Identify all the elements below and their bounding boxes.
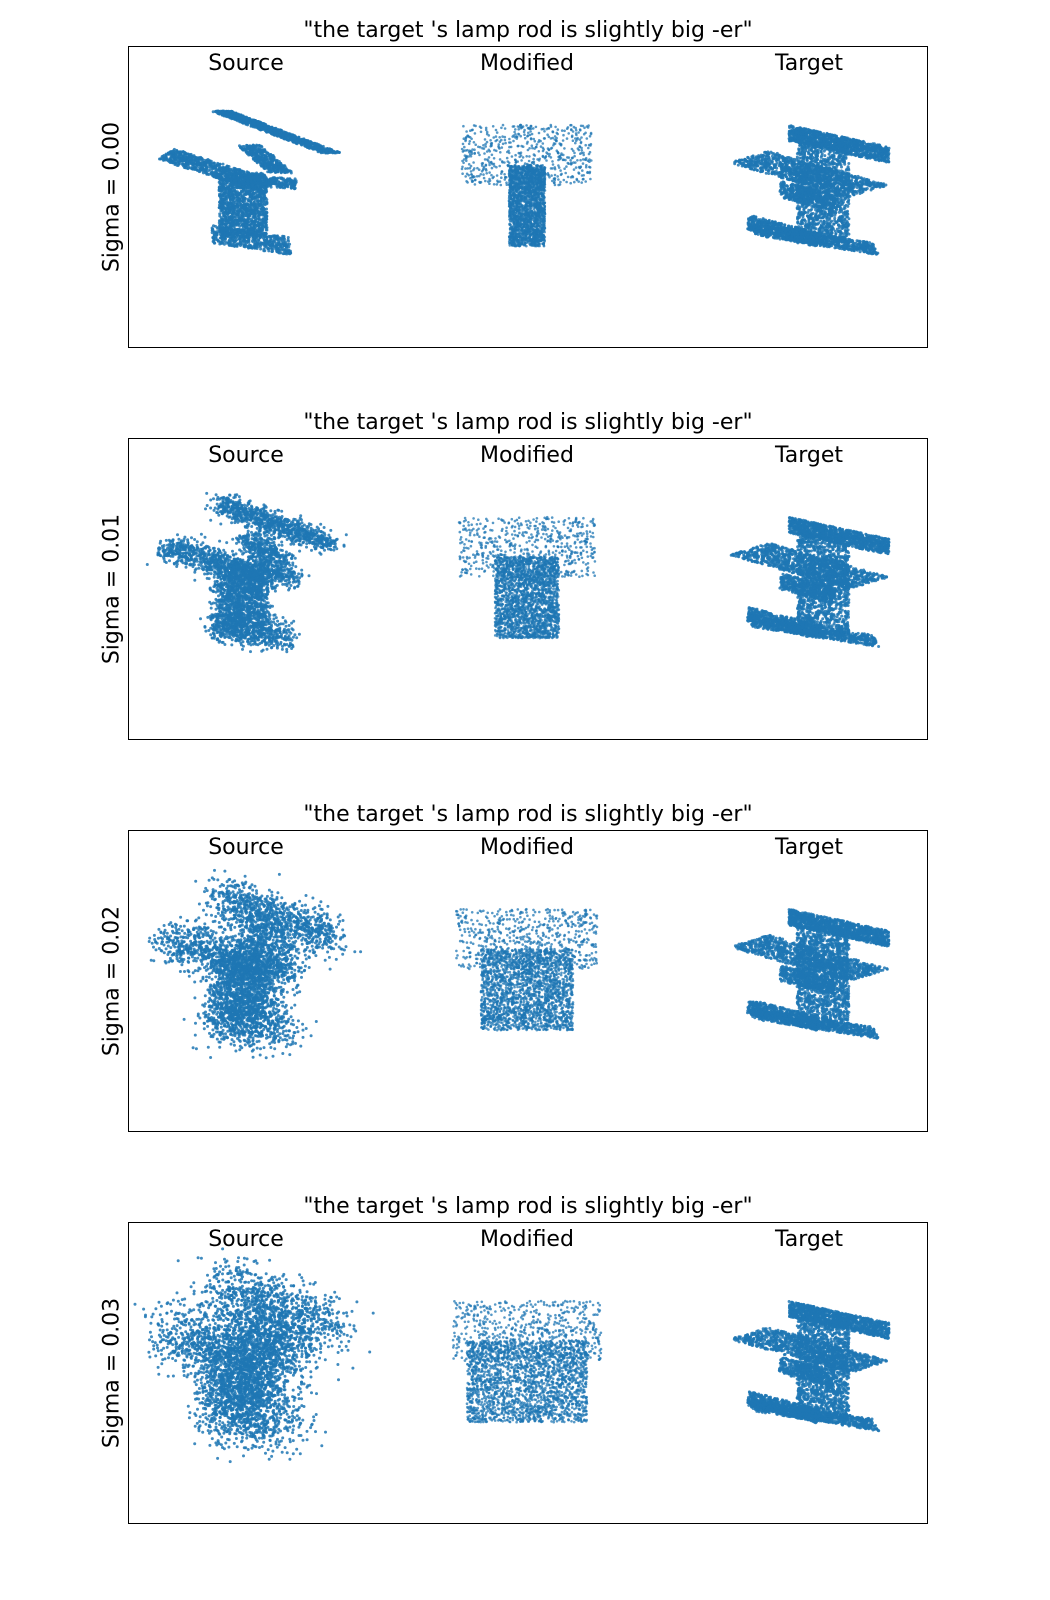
y-axis-label-text: Sigma = 0.03: [100, 1298, 125, 1448]
panel-axes: Source Modified Target: [128, 438, 928, 740]
column-label-target: Target: [709, 51, 909, 77]
point-cloud-plot: [133, 1247, 891, 1464]
left-spine-gap: [129, 83, 132, 315]
panel-title: "the target 's lamp rod is slightly big …: [128, 18, 928, 44]
y-axis-label-text: Sigma = 0.01: [100, 514, 125, 664]
point-cloud-plot: [158, 109, 891, 256]
column-label-target: Target: [709, 443, 909, 469]
panel-title: "the target 's lamp rod is slightly big …: [128, 410, 928, 436]
column-label-source: Source: [146, 443, 346, 469]
y-axis-label-text: Sigma = 0.00: [100, 122, 125, 272]
panel-axes: Source Modified Target: [128, 830, 928, 1132]
source-points: [133, 1247, 375, 1464]
target-points: [729, 516, 891, 648]
column-label-source: Source: [146, 51, 346, 77]
target-points: [733, 124, 891, 256]
left-spine-gap: [129, 867, 132, 1099]
source-points: [145, 491, 348, 654]
modified-points: [457, 515, 597, 640]
column-label-target: Target: [709, 835, 909, 861]
column-label-modified: Modified: [427, 1227, 627, 1253]
left-spine-gap: [129, 1259, 132, 1491]
source-points: [158, 109, 341, 256]
panel-axes: Source Modified Target: [128, 46, 928, 348]
column-label-modified: Modified: [427, 443, 627, 469]
modified-points: [451, 1299, 603, 1424]
column-label-source: Source: [146, 1227, 346, 1253]
point-cloud-plot: [147, 868, 891, 1060]
panel-axes: Source Modified Target: [128, 1222, 928, 1524]
target-points: [732, 1300, 891, 1433]
target-points: [733, 908, 891, 1040]
y-axis-label-text: Sigma = 0.02: [100, 906, 125, 1056]
source-points: [147, 868, 363, 1060]
point-cloud-plot: [145, 491, 891, 654]
panel-title: "the target 's lamp rod is slightly big …: [128, 1194, 928, 1220]
panel-title: "the target 's lamp rod is slightly big …: [128, 802, 928, 828]
column-label-modified: Modified: [427, 51, 627, 77]
column-label-target: Target: [709, 1227, 909, 1253]
column-label-source: Source: [146, 835, 346, 861]
modified-points: [455, 907, 599, 1032]
modified-points: [460, 123, 593, 248]
left-spine-gap: [129, 475, 132, 707]
column-label-modified: Modified: [427, 835, 627, 861]
